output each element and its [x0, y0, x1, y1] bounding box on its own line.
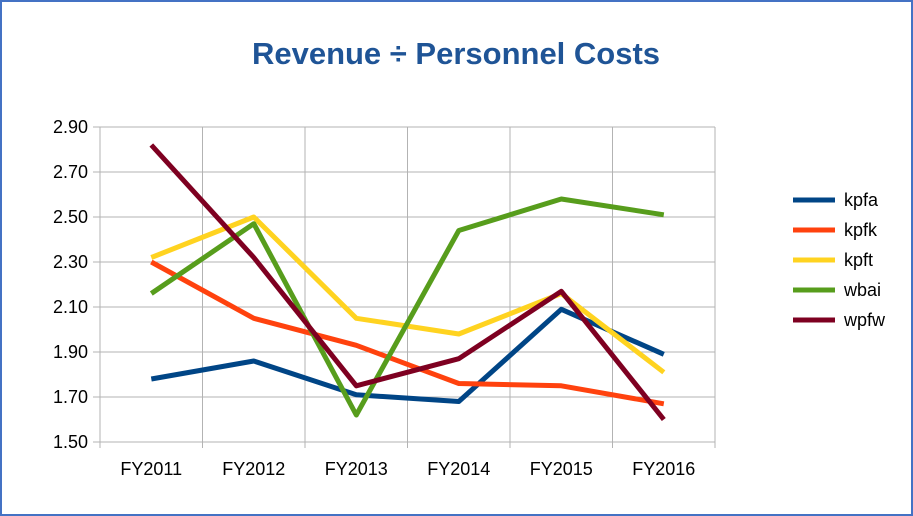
- y-tick-label: 1.50: [53, 432, 88, 452]
- x-axis: FY2011 FY2012 FY2013 FY2014 FY2015 FY2016: [120, 459, 695, 479]
- series-line-kpfk: [150, 259, 665, 407]
- x-tick-label: FY2013: [325, 459, 388, 479]
- x-tick-label: FY2011: [120, 459, 182, 479]
- y-axis: 1.50 1.70 1.90 2.10 2.30 2.50 2.70 2.90: [53, 117, 88, 452]
- legend: kpfa kpfk kpft wbai wpfw: [793, 190, 886, 330]
- y-tick-label: 2.70: [53, 162, 88, 182]
- series-line-kpfa: [150, 306, 665, 404]
- x-tick-label: FY2016: [632, 459, 695, 479]
- y-tick-label: 2.10: [53, 297, 88, 317]
- x-tick-label: FY2012: [222, 459, 285, 479]
- x-tick-label: FY2015: [530, 459, 593, 479]
- y-tick-label: 2.30: [53, 252, 88, 272]
- y-tick-label: 1.90: [53, 342, 88, 362]
- series-line-wpfw: [149, 143, 666, 422]
- y-tick-label: 2.90: [53, 117, 88, 137]
- legend-label-wbai: wbai: [843, 280, 881, 300]
- legend-label-wpfw: wpfw: [843, 310, 886, 330]
- y-tick-label: 1.70: [53, 387, 88, 407]
- chart-title: Revenue ÷ Personnel Costs: [252, 36, 660, 71]
- legend-label-kpft: kpft: [844, 250, 873, 270]
- y-tick-label: 2.50: [53, 207, 88, 227]
- x-tick-label: FY2014: [427, 459, 490, 479]
- series-lines: [149, 143, 666, 422]
- legend-label-kpfk: kpfk: [844, 220, 878, 240]
- legend-label-kpfa: kpfa: [844, 190, 879, 210]
